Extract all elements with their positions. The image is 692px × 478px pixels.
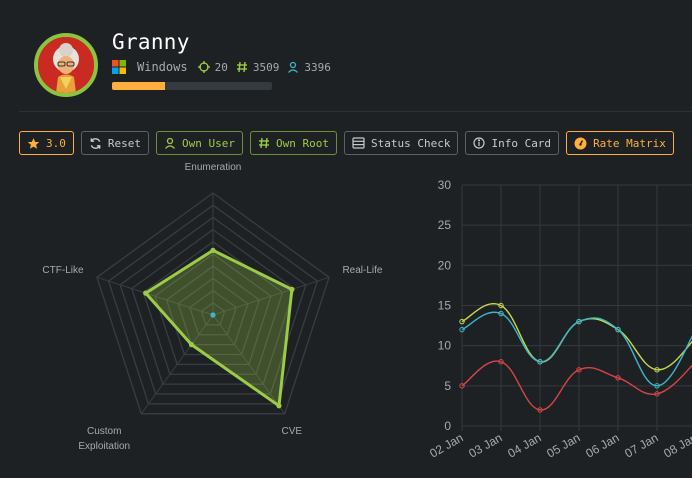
y-tick-label: 5 bbox=[444, 379, 451, 393]
own-root-button[interactable]: Own Root bbox=[249, 131, 337, 155]
crosshair-icon bbox=[197, 61, 210, 73]
reset-label: Reset bbox=[107, 136, 141, 150]
radar-grid-ring bbox=[200, 301, 226, 326]
os-label: Windows bbox=[137, 60, 188, 74]
radar-center-point bbox=[210, 312, 216, 318]
hash-icon bbox=[236, 61, 248, 73]
series-point bbox=[498, 310, 504, 317]
x-tick-label: 02 Jan bbox=[427, 430, 465, 460]
rating-value: 3.0 bbox=[46, 136, 66, 150]
user-icon bbox=[164, 137, 176, 149]
radar-grid-ring bbox=[165, 265, 261, 356]
x-tick-label: 06 Jan bbox=[583, 430, 621, 460]
status-check-button[interactable]: Status Check bbox=[343, 131, 459, 155]
series-point bbox=[615, 326, 621, 333]
radar-grid-ring bbox=[154, 253, 272, 366]
rating-button[interactable]: 3.0 bbox=[19, 131, 74, 155]
series-point bbox=[576, 367, 582, 373]
header-divider bbox=[19, 111, 692, 112]
y-tick-label: 20 bbox=[438, 258, 452, 272]
status-check-label: Status Check bbox=[370, 136, 451, 150]
rate-matrix-radar-chart bbox=[96, 192, 330, 415]
granny-avatar-icon bbox=[34, 33, 98, 97]
radar-grid-ring bbox=[177, 277, 249, 346]
rate-matrix-button[interactable]: Rate Matrix bbox=[566, 131, 674, 155]
radar-axis-label: CTF-Like bbox=[42, 264, 84, 276]
user-icon bbox=[287, 61, 299, 73]
flags-value: 3509 bbox=[252, 60, 280, 74]
radar-point bbox=[276, 403, 282, 409]
y-tick-label: 0 bbox=[444, 419, 451, 433]
refresh-icon bbox=[89, 137, 102, 150]
windows-logo-icon bbox=[112, 60, 126, 74]
progress-line-chart: 0 5 10 15 20 25 30 02 Jan 03 Jan 04 Jan 05 Jan 06 J… bbox=[427, 178, 692, 461]
series-point bbox=[459, 383, 465, 389]
x-tick-label: 04 Jan bbox=[505, 430, 543, 460]
info-icon bbox=[473, 137, 486, 149]
users-value: 3396 bbox=[304, 60, 331, 74]
x-tick-label: 03 Jan bbox=[466, 430, 504, 460]
info-card-button[interactable]: Info Card bbox=[465, 131, 560, 155]
radar-grid-ring bbox=[107, 204, 319, 405]
reset-button[interactable]: Reset bbox=[80, 131, 149, 155]
series-point bbox=[459, 318, 465, 325]
series-point bbox=[459, 326, 465, 333]
points-value: 20 bbox=[214, 60, 228, 74]
radar-point bbox=[143, 290, 149, 296]
machine-meta: Windows 20 3509 3396 bbox=[112, 59, 339, 75]
own-root-label: Own Root bbox=[275, 136, 329, 150]
radar-grid-ring bbox=[119, 216, 307, 395]
radar-axis-line bbox=[212, 314, 286, 414]
series-line bbox=[461, 360, 692, 411]
series-line bbox=[461, 311, 692, 387]
toolbar: 3.0 Reset Own User bbox=[19, 131, 674, 155]
series-point bbox=[654, 391, 660, 397]
radar-grid-ring bbox=[131, 228, 295, 385]
progress-fill bbox=[112, 82, 165, 90]
own-user-button[interactable]: Own User bbox=[156, 131, 243, 155]
radar-grid-ring bbox=[142, 240, 284, 375]
hash-icon bbox=[258, 137, 270, 149]
radar-axis-line bbox=[212, 276, 330, 316]
info-card-label: Info Card bbox=[491, 136, 552, 150]
gauge-icon bbox=[574, 137, 587, 150]
machine-name: Granny bbox=[112, 30, 190, 54]
radar-point bbox=[188, 342, 195, 348]
radar-axis-label: Enumeration bbox=[184, 162, 242, 173]
series-point bbox=[576, 318, 582, 325]
radar-axis-line bbox=[140, 314, 214, 414]
series-point bbox=[537, 359, 543, 365]
series-point bbox=[654, 367, 660, 373]
radar-grid-ring bbox=[189, 289, 237, 336]
series-point bbox=[537, 407, 543, 413]
star-icon bbox=[27, 137, 40, 150]
x-tick-label: 07 Jan bbox=[622, 430, 660, 460]
y-tick-label: 30 bbox=[438, 178, 452, 192]
y-tick-label: 10 bbox=[438, 339, 452, 353]
radar-point bbox=[210, 247, 216, 253]
rate-matrix-label: Rate Matrix bbox=[593, 136, 666, 150]
series-point bbox=[498, 359, 504, 365]
radar-grid-ring bbox=[96, 192, 330, 415]
radar-series-area bbox=[144, 248, 294, 408]
series-point bbox=[654, 383, 660, 389]
progress-bar bbox=[112, 82, 272, 90]
radar-axis-label: Real-Life bbox=[342, 264, 383, 276]
series-point bbox=[498, 302, 504, 309]
x-tick-label: 05 Jan bbox=[544, 430, 582, 460]
radar-axis-line bbox=[96, 276, 214, 316]
radar-axis-label: CVE bbox=[281, 426, 303, 438]
own-user-label: Own User bbox=[182, 136, 235, 150]
series-point bbox=[615, 375, 621, 381]
radar-axis-label: Custom Exploitation bbox=[78, 426, 131, 453]
y-tick-label: 15 bbox=[438, 299, 452, 313]
radar-point bbox=[289, 286, 295, 292]
x-tick-label: 08 Jan bbox=[661, 430, 692, 460]
server-icon bbox=[352, 137, 365, 149]
y-tick-label: 25 bbox=[438, 218, 452, 232]
